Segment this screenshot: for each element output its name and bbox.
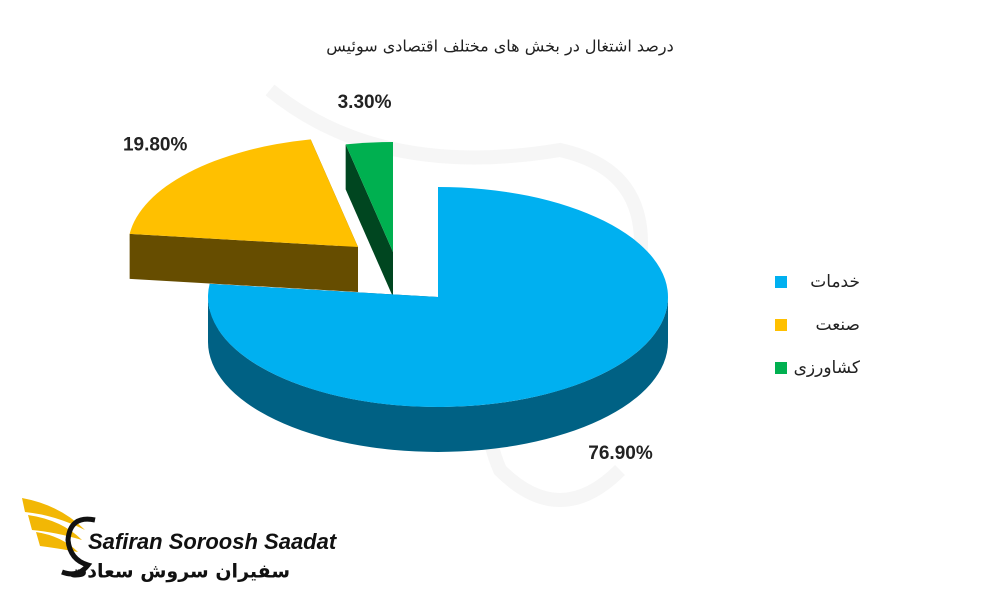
slice-wall bbox=[129, 233, 358, 292]
logo: Safiran Soroosh Saadat سفیران سروش سعادت bbox=[22, 498, 338, 583]
legend-label: کشاورزی bbox=[794, 358, 861, 378]
slice bbox=[129, 139, 358, 247]
slice-wall bbox=[345, 144, 393, 297]
logo-name-fa: سفیران سروش سعادت bbox=[68, 561, 290, 583]
value-label: 76.90% bbox=[588, 443, 653, 464]
legend-swatch bbox=[775, 362, 787, 374]
pie: 3.30% 19.80% 76.90% bbox=[123, 92, 668, 464]
value-label: 19.80% bbox=[123, 135, 188, 156]
value-label: 3.30% bbox=[338, 92, 392, 113]
slice bbox=[345, 142, 393, 252]
legend-swatch bbox=[775, 276, 787, 288]
logo-wing bbox=[22, 498, 85, 530]
chart-title: درصد اشتغال در بخش های مختلف اقتصادی سوئ… bbox=[326, 37, 673, 57]
legend-label: خدمات bbox=[810, 272, 860, 292]
slice bbox=[207, 187, 668, 407]
slice-side bbox=[208, 297, 668, 452]
legend: خدمات صنعت کشاورزی bbox=[775, 272, 861, 378]
legend-swatch bbox=[775, 319, 787, 331]
legend-label: صنعت bbox=[816, 315, 860, 335]
logo-bird bbox=[61, 516, 96, 577]
logo-name: Safiran Soroosh Saadat bbox=[88, 529, 338, 554]
